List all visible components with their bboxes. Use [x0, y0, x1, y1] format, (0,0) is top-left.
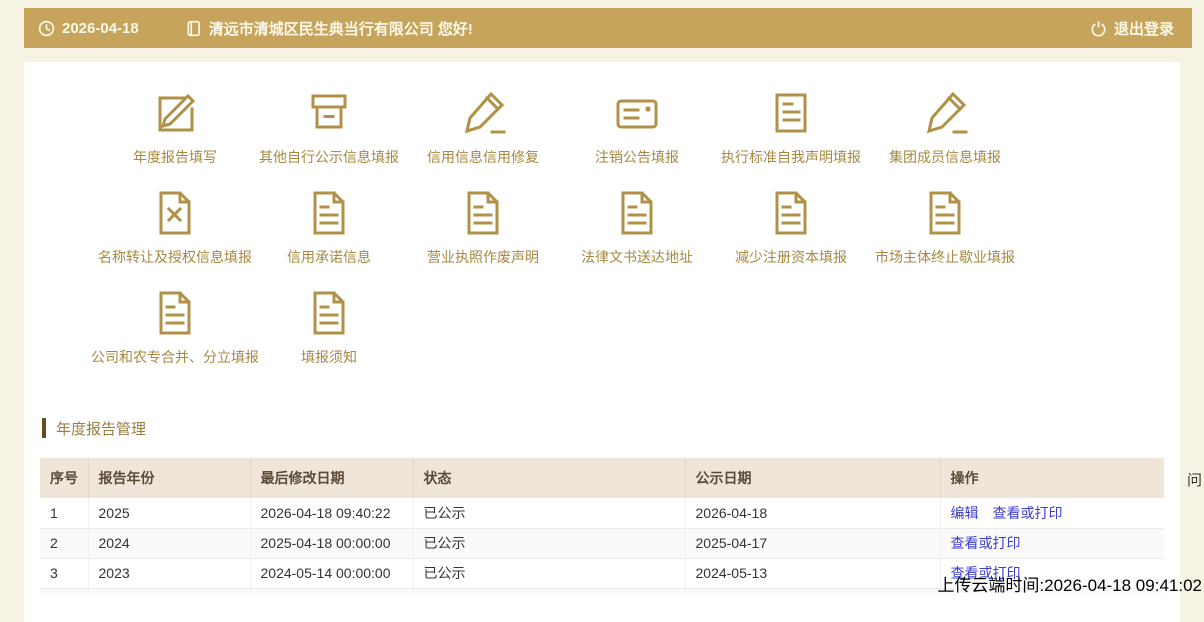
- action-link[interactable]: 查看或打印: [950, 565, 1021, 581]
- cell-actions: 编辑 查看或打印: [940, 498, 1164, 529]
- col-year: 报告年份: [88, 458, 251, 498]
- pencil-icon: [920, 88, 970, 138]
- main-panel: 年度报告填写 其他自行公示信息填报 信用信息信用修复 注销公告填报 执行标准自我声明填报…: [24, 62, 1180, 622]
- col-status: 状态: [413, 458, 686, 498]
- logout-button[interactable]: 退出登录: [1090, 18, 1174, 39]
- menu-item-label: 其他自行公示信息填报: [259, 149, 399, 165]
- menu-item-13[interactable]: 填报须知: [252, 288, 406, 388]
- cell-actions: 查看或打印: [940, 558, 1164, 589]
- edit-square-icon: [150, 88, 200, 138]
- col-modified: 最后修改日期: [250, 458, 414, 498]
- col-index: 序号: [40, 458, 89, 498]
- menu-item-3[interactable]: 注销公告填报: [560, 88, 714, 188]
- cell-publish_date: 2025-04-17: [685, 528, 941, 559]
- topbar-date: 2026-04-18: [62, 19, 139, 37]
- company-icon: [185, 20, 202, 37]
- cell-actions: 查看或打印: [940, 528, 1164, 559]
- menu-item-1[interactable]: 其他自行公示信息填报: [252, 88, 406, 188]
- menu-item-9[interactable]: 法律文书送达地址: [560, 188, 714, 288]
- cell-modified: 2026-04-18 09:40:22: [250, 498, 414, 529]
- action-link[interactable]: 编辑: [950, 504, 979, 521]
- clock-icon: [38, 20, 55, 37]
- menu-item-label: 执行标准自我声明填报: [721, 149, 861, 165]
- cell-index: 2: [40, 528, 89, 559]
- menu-item-label: 集团成员信息填报: [889, 149, 1001, 165]
- cell-publish_date: 2024-05-13: [685, 558, 941, 589]
- menu-item-6[interactable]: 名称转让及授权信息填报: [98, 188, 252, 288]
- cell-modified: 2025-04-18 00:00:00: [250, 528, 414, 559]
- table-header-row: 序号 报告年份 最后修改日期 状态 公示日期 操作: [40, 458, 1164, 498]
- cell-publish_date: 2026-04-18: [685, 498, 941, 529]
- file-x-icon: [150, 188, 200, 238]
- menu-item-11[interactable]: 市场主体终止歇业填报: [868, 188, 1022, 288]
- col-publish-date: 公示日期: [685, 458, 941, 498]
- section-title: 年度报告管理: [42, 418, 1180, 438]
- file-lines-icon: [612, 188, 662, 238]
- menu-item-label: 市场主体终止歇业填报: [875, 249, 1015, 265]
- menu-item-label: 公司和农专合并、分立填报: [91, 349, 259, 365]
- menu-item-label: 注销公告填报: [595, 149, 679, 165]
- cell-index: 1: [40, 498, 89, 529]
- menu-item-label: 名称转让及授权信息填报: [98, 249, 252, 265]
- topbar-date-group: 2026-04-18: [38, 20, 139, 37]
- file-lines-icon: [920, 188, 970, 238]
- cell-modified: 2024-05-14 00:00:00: [250, 558, 414, 589]
- file-lines-icon: [150, 288, 200, 338]
- menu-item-0[interactable]: 年度报告填写: [98, 88, 252, 188]
- cell-status: 已公示: [413, 558, 686, 589]
- cell-index: 3: [40, 558, 89, 589]
- pencil-icon: [458, 88, 508, 138]
- menu-item-label: 年度报告填写: [133, 149, 217, 165]
- menu-item-label: 信用信息信用修复: [427, 149, 539, 165]
- menu-item-10[interactable]: 减少注册资本填报: [714, 188, 868, 288]
- archive-box-icon: [304, 88, 354, 138]
- table-row: 1 2025 2026-04-18 09:40:22 已公示 2026-04-18 编辑查…: [40, 498, 1164, 529]
- action-link[interactable]: 查看或打印: [992, 504, 1063, 521]
- cell-status: 已公示: [413, 498, 686, 529]
- cell-status: 已公示: [413, 528, 686, 559]
- menu-item-label: 营业执照作废声明: [427, 249, 539, 265]
- table-row: 2 2024 2025-04-18 00:00:00 已公示 2025-04-17 查看或…: [40, 528, 1164, 559]
- menu-item-5[interactable]: 集团成员信息填报: [868, 88, 1022, 188]
- company-greeting: 清远市清城区民生典当行有限公司 您好!: [208, 20, 473, 38]
- cell-year: 2023: [88, 558, 251, 589]
- power-icon: [1090, 20, 1107, 37]
- menu-item-label: 填报须知: [301, 349, 357, 365]
- menu-item-8[interactable]: 营业执照作废声明: [406, 188, 560, 288]
- file-lines-icon: [458, 188, 508, 238]
- topbar: 2026-04-18 清远市清城区民生典当行有限公司 您好! 退出登录: [24, 8, 1192, 48]
- table-row-partial: [40, 588, 1164, 593]
- col-actions: 操作: [940, 458, 1164, 498]
- table-body: 1 2025 2026-04-18 09:40:22 已公示 2026-04-18 编辑查…: [40, 498, 1164, 593]
- menu-item-label: 信用承诺信息: [287, 249, 371, 265]
- file-lines-icon: [304, 188, 354, 238]
- table-row: 3 2023 2024-05-14 00:00:00 已公示 2024-05-13 查看或…: [40, 558, 1164, 589]
- card-lines-icon: [612, 88, 662, 138]
- menu-item-2[interactable]: 信用信息信用修复: [406, 88, 560, 188]
- file-lines-icon: [304, 288, 354, 338]
- topbar-company-group: 清远市清城区民生典当行有限公司 您好!: [185, 18, 473, 39]
- menu-item-12[interactable]: 公司和农专合并、分立填报: [91, 288, 259, 388]
- cell-year: 2025: [88, 498, 251, 529]
- side-widget-tab[interactable]: 问: [1186, 472, 1202, 489]
- annual-report-table: 序号 报告年份 最后修改日期 状态 公示日期 操作 1 2025 2026-04-1…: [40, 458, 1164, 593]
- menu-grid: 年度报告填写 其他自行公示信息填报 信用信息信用修复 注销公告填报 执行标准自我声明填报…: [24, 62, 1034, 388]
- menu-item-7[interactable]: 信用承诺信息: [252, 188, 406, 288]
- action-link[interactable]: 查看或打印: [950, 535, 1021, 551]
- doc-lines-icon: [766, 88, 816, 138]
- menu-item-label: 法律文书送达地址: [581, 249, 693, 265]
- section-title-bar: [42, 418, 46, 438]
- file-lines-icon: [766, 188, 816, 238]
- logout-label: 退出登录: [1113, 20, 1174, 38]
- upload-time-text: 上传云端时间:2026-04-18 09:41:02: [937, 576, 1202, 595]
- section-title-text: 年度报告管理: [56, 420, 147, 438]
- cell-year: 2024: [88, 528, 251, 559]
- menu-item-4[interactable]: 执行标准自我声明填报: [714, 88, 868, 188]
- menu-item-label: 减少注册资本填报: [735, 249, 847, 265]
